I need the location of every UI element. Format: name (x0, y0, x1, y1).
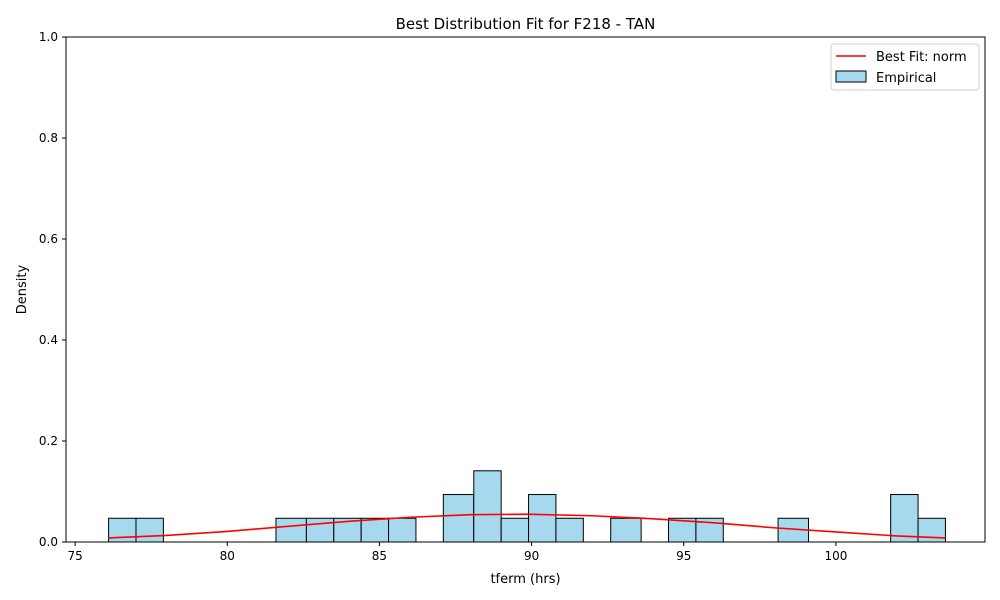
x-tick-label: 80 (220, 549, 235, 563)
legend: Best Fit: norm Empirical (830, 43, 980, 91)
histogram-bar (275, 517, 307, 543)
plot-frame (65, 36, 986, 543)
histogram-bar (388, 517, 417, 543)
histogram-bar (305, 517, 335, 543)
histogram-bar (555, 517, 584, 543)
chart-title: Best Distribution Fit for F218 - TAN (396, 15, 656, 33)
histogram-bar (360, 517, 390, 543)
x-tick-label: 95 (676, 549, 691, 563)
histogram-bar (442, 494, 475, 543)
y-tick-label: 0.0 (39, 535, 58, 549)
x-tick-label: 75 (67, 549, 82, 563)
x-axis-ticks: 75 80 85 90 95 100 (67, 542, 847, 563)
histogram-bar (610, 517, 642, 543)
y-tick-label: 0.8 (39, 131, 58, 145)
y-axis-label: Density (15, 264, 30, 314)
x-tick-label: 100 (824, 549, 847, 563)
legend-label-fit: Best Fit: norm (876, 50, 967, 65)
legend-label-empirical: Empirical (876, 71, 936, 86)
y-tick-label: 0.4 (39, 333, 58, 347)
histogram-bar (135, 517, 164, 543)
legend-bar-swatch (835, 70, 867, 83)
x-tick-label: 90 (524, 549, 539, 563)
legend-box (830, 43, 980, 91)
x-axis-label: tferm (hrs) (490, 572, 560, 587)
y-tick-label: 0.6 (39, 232, 58, 246)
histogram-bar (528, 494, 557, 543)
histogram-bar (500, 517, 530, 543)
fit-line-norm (108, 513, 946, 539)
y-axis-ticks: 0.0 0.2 0.4 0.6 0.8 1.0 (39, 30, 66, 549)
x-tick-label: 85 (372, 549, 387, 563)
histogram-bar (890, 494, 919, 543)
y-tick-label: 1.0 (39, 30, 58, 44)
y-tick-label: 0.2 (39, 434, 58, 448)
histogram-bar (473, 470, 502, 543)
plot-area (108, 470, 946, 543)
